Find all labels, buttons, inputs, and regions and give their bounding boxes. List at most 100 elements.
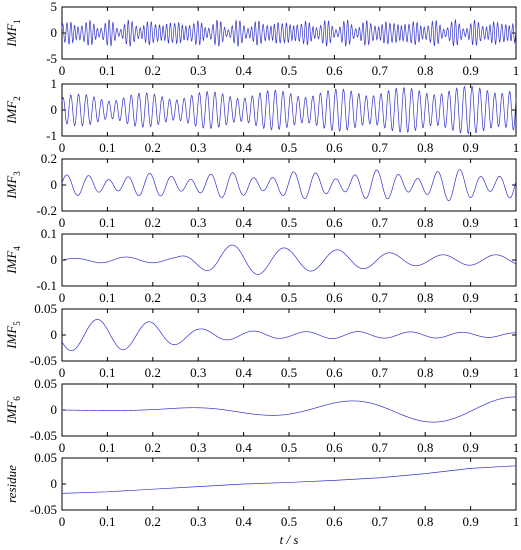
x-axis-label: t / s <box>280 532 299 547</box>
x-tick-label: 0.8 <box>417 290 433 305</box>
x-tick-label: 0.3 <box>190 365 206 380</box>
y-tick-label: 0 <box>51 327 58 342</box>
x-tick-label: 0.9 <box>462 290 478 305</box>
x-tick-label: 0.1 <box>99 215 115 230</box>
x-tick-label: 1 <box>513 290 520 305</box>
y-axis-label: IMF2 <box>4 96 22 125</box>
x-tick-label: 0.6 <box>326 514 343 529</box>
x-tick-label: 0.2 <box>145 140 161 155</box>
x-tick-label: 0.6 <box>326 440 343 455</box>
x-tick-label: 0.6 <box>326 365 343 380</box>
x-tick-label: 0.2 <box>145 290 161 305</box>
x-tick-label: 0.3 <box>190 63 206 78</box>
y-tick-label: 0.1 <box>41 226 57 241</box>
y-tick-label: 1 <box>51 76 58 91</box>
x-tick-label: 0.1 <box>99 63 115 78</box>
x-tick-label: 0 <box>59 140 66 155</box>
x-tick-label: 0.7 <box>372 140 389 155</box>
x-tick-label: 0.7 <box>372 440 389 455</box>
y-tick-label: 0.05 <box>34 376 57 391</box>
x-tick-label: 1 <box>513 215 520 230</box>
x-tick-label: 0.4 <box>235 365 252 380</box>
plot-frame <box>61 158 517 212</box>
x-tick-label: 0.1 <box>99 365 115 380</box>
y-axis-label-text: residue <box>4 465 19 503</box>
x-tick-label: 0.8 <box>417 514 433 529</box>
plot-frame <box>61 308 517 362</box>
x-tick-label: 1 <box>513 365 520 380</box>
y-axis-label-text: IMF <box>4 100 19 125</box>
x-tick-label: 0 <box>59 514 66 529</box>
x-tick-label: 0.2 <box>145 215 161 230</box>
y-axis-label-subscript: 2 <box>12 96 22 101</box>
y-tick-label: 0 <box>51 25 58 40</box>
x-tick-label: 0.9 <box>462 514 478 529</box>
y-axis-label-subscript: 6 <box>12 396 22 401</box>
x-tick-label: 0.6 <box>326 63 343 78</box>
x-tick-label: 0.4 <box>235 63 252 78</box>
y-axis-label-text: IMF <box>4 23 19 48</box>
x-tick-label: 0.9 <box>462 215 478 230</box>
x-tick-label: 0.1 <box>99 140 115 155</box>
x-tick-label: 0.4 <box>235 290 252 305</box>
x-tick-label: 0.7 <box>372 215 389 230</box>
y-axis-label-text: IMF <box>4 325 19 350</box>
series-line <box>62 396 517 423</box>
y-tick-label: -0.05 <box>30 502 57 517</box>
y-axis-label: IMF6 <box>4 396 22 425</box>
series-line <box>61 19 517 48</box>
x-tick-label: 0.7 <box>372 63 389 78</box>
x-tick-label: 0.5 <box>281 63 297 78</box>
series-line <box>61 85 517 135</box>
y-axis-label: IMF5 <box>4 321 22 350</box>
series-line <box>61 465 517 494</box>
x-tick-label: 0.5 <box>281 215 297 230</box>
x-tick-label: 0.5 <box>281 290 297 305</box>
y-tick-label: -1 <box>46 128 57 143</box>
x-tick-label: 0.2 <box>145 514 161 529</box>
x-tick-label: 0.8 <box>417 365 433 380</box>
x-tick-label: 0.6 <box>326 215 343 230</box>
x-tick-label: 0.6 <box>326 290 343 305</box>
x-tick-label: 0.9 <box>462 140 478 155</box>
x-tick-label: 1 <box>513 140 520 155</box>
x-tick-label: 0.6 <box>326 140 343 155</box>
x-tick-label: 0.1 <box>99 514 115 529</box>
panel-imf5: 0.050-0.050 0.1 0.2 0.3 0.4 0.5 0.6 0.7 0.8 0.9 1I… <box>4 301 519 380</box>
panel-imf3: 0.20-0.20 0.1 0.2 0.3 0.4 0.5 0.6 0.7 0.8 0.9 1IMF… <box>4 151 519 230</box>
y-tick-label: -0.2 <box>36 203 57 218</box>
x-tick-label: 0.1 <box>99 440 115 455</box>
y-tick-label: 0 <box>51 402 58 417</box>
x-tick-label: 0 <box>59 440 66 455</box>
x-tick-label: 0.5 <box>281 514 297 529</box>
plot-frame <box>61 233 517 287</box>
x-tick-label: 0.7 <box>372 290 389 305</box>
panel-residue: 0.050-0.050 0.1 0.2 0.3 0.4 0.5 0.6 0.7 0.8 0.9 1r… <box>4 450 519 547</box>
y-tick-label: -0.1 <box>36 278 57 293</box>
y-tick-label: 0 <box>51 102 58 117</box>
y-axis-label-subscript: 1 <box>12 19 22 24</box>
y-tick-label: 0.2 <box>41 151 57 166</box>
x-tick-label: 0.3 <box>190 215 206 230</box>
y-tick-label: 0.05 <box>34 301 57 316</box>
y-axis-label: IMF1 <box>4 19 22 48</box>
y-axis-label-text: IMF <box>4 250 19 275</box>
x-tick-label: 0 <box>59 215 66 230</box>
x-tick-label: 0.7 <box>372 514 389 529</box>
x-tick-label: 0.2 <box>145 365 161 380</box>
x-tick-label: 0.2 <box>145 63 161 78</box>
x-tick-label: 0.4 <box>235 215 252 230</box>
panel-imf6: 0.050-0.050 0.1 0.2 0.3 0.4 0.5 0.6 0.7 0.8 0.9 1I… <box>4 376 519 455</box>
x-tick-label: 0.8 <box>417 140 433 155</box>
x-tick-label: 1 <box>513 514 520 529</box>
x-tick-label: 0.9 <box>462 63 478 78</box>
x-tick-label: 0.2 <box>145 440 161 455</box>
x-tick-label: 0.8 <box>417 63 433 78</box>
x-tick-label: 0.9 <box>462 365 478 380</box>
panel-imf4: 0.10-0.10 0.1 0.2 0.3 0.4 0.5 0.6 0.7 0.8 0.9 1IMF… <box>4 226 519 305</box>
y-tick-label: 0 <box>51 252 58 267</box>
y-axis-label-text: IMF <box>4 400 19 425</box>
y-axis-label: IMF4 <box>4 246 22 275</box>
